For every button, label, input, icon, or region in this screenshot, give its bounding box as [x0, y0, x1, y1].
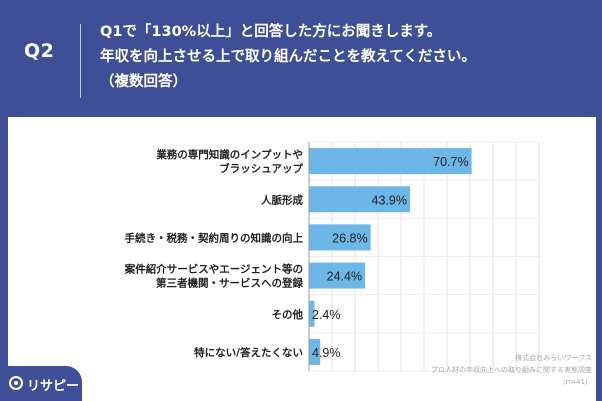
brand-logo: リサピー	[0, 366, 82, 401]
category-label: 人脈形成	[261, 193, 303, 206]
source-line-2: プロ人材の年収向上への取り組みに関する実態調査	[431, 366, 592, 374]
category-label: 案件紹介サービスやエージェント等の第三者機関・サービスへの登録	[124, 263, 304, 290]
header-divider	[80, 24, 81, 98]
bar-value-label: 4.9%	[312, 346, 341, 360]
category-label-line: その他	[272, 308, 304, 321]
bar-value-label: 2.4%	[312, 308, 341, 322]
category-label-line: 手続き・税務・契約周りの知識の向上	[125, 231, 304, 244]
category-label-line: 案件紹介サービスやエージェント等の	[124, 263, 303, 276]
category-label: その他	[272, 308, 304, 321]
category-label-line: 業務の専門知識のインプットや	[155, 148, 303, 161]
question-id: Q2	[24, 40, 55, 62]
bar	[309, 186, 410, 213]
logo-text: リサピー	[27, 379, 80, 394]
chart-panel: 70.7% 業務の専門知識のインプットやブラッシュアップ 43.9% 人脈形成 26.8…	[8, 117, 596, 401]
category-label: 手続き・税務・契約周りの知識の向上	[125, 231, 304, 244]
bar-value-label: 70.7%	[433, 155, 468, 169]
source-line-1: 株式会社みらいワークス	[515, 354, 592, 362]
location-pin-icon	[9, 376, 23, 390]
category-label-line: 第三者機関・サービスへの登録	[156, 277, 303, 290]
question-line-2: 年収を向上させる上で取り組んだことを教えてください。	[100, 49, 476, 65]
category-label: 業務の専門知識のインプットやブラッシュアップ	[155, 148, 303, 175]
category-label-line: 人脈形成	[261, 193, 303, 206]
category-label-line: 特にない/答えたくない	[194, 346, 303, 359]
category-label: 特にない/答えたくない	[194, 346, 303, 359]
bar	[309, 300, 315, 327]
header: Q2 Q1で「130%以上」と回答した方にお聞きします。 年収を向上させる上で取…	[0, 0, 602, 115]
bar	[309, 224, 371, 251]
bar-value-label: 24.4%	[327, 270, 362, 284]
bar-chart: 70.7% 業務の専門知識のインプットやブラッシュアップ 43.9% 人脈形成 26.8…	[124, 141, 540, 372]
bar	[309, 262, 366, 289]
question-line-3: （複数回答）	[100, 74, 187, 90]
bar-value-label: 26.8%	[332, 231, 367, 245]
bar-value-label: 43.9%	[372, 193, 407, 207]
bar	[309, 148, 472, 175]
bar	[309, 338, 321, 365]
category-label-line: ブラッシュアップ	[219, 162, 303, 175]
source-line-3: （n=41）	[558, 378, 592, 386]
question-line-1: Q1で「130%以上」と回答した方にお聞きします。	[100, 24, 442, 40]
source-note: 株式会社みらいワークス プロ人材の年収向上への取り組みに関する実態調査 （n=4…	[332, 352, 592, 388]
question-text: Q1で「130%以上」と回答した方にお聞きします。 年収を向上させる上で取り組ん…	[100, 20, 590, 95]
